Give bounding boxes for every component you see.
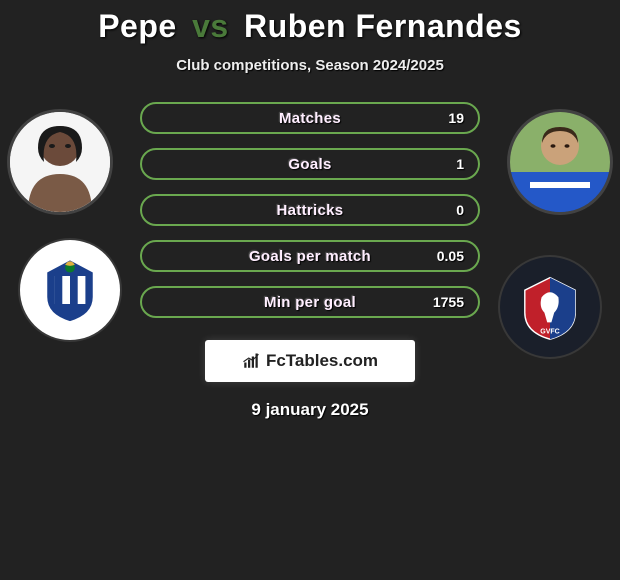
person-icon — [10, 112, 110, 212]
chart-icon — [242, 352, 260, 370]
stat-row-goals: Goals 1 — [140, 148, 480, 180]
stat-value: 19 — [448, 110, 464, 126]
subtitle: Club competitions, Season 2024/2025 — [0, 57, 620, 74]
stat-row-hattricks: Hattricks 0 — [140, 194, 480, 226]
stat-label: Matches — [279, 110, 341, 127]
page-title: Pepe vs Ruben Fernandes — [0, 0, 620, 45]
mid-section: GVFC Matches 19 Goals 1 Hattricks 0 Goal… — [0, 102, 620, 318]
stat-value: 1 — [456, 156, 464, 172]
comparison-card: Pepe vs Ruben Fernandes Club competition… — [0, 0, 620, 580]
stat-label: Goals — [288, 156, 331, 173]
svg-text:GVFC: GVFC — [540, 329, 559, 336]
branding-badge: FcTables.com — [205, 340, 415, 382]
player2-avatar — [510, 112, 610, 212]
title-player2: Ruben Fernandes — [244, 8, 522, 44]
stat-label: Min per goal — [264, 294, 356, 311]
fc-porto-crest-icon — [35, 255, 105, 325]
stat-value: 0.05 — [437, 248, 464, 264]
player1-club-crest — [20, 240, 120, 340]
stat-value: 0 — [456, 202, 464, 218]
stat-label: Hattricks — [277, 202, 344, 219]
date-label: 9 january 2025 — [0, 400, 620, 420]
title-vs: vs — [192, 8, 229, 44]
stat-label: Goals per match — [249, 248, 371, 265]
stats-list: Matches 19 Goals 1 Hattricks 0 Goals per… — [140, 102, 480, 318]
stat-value: 1755 — [433, 294, 464, 310]
title-player1: Pepe — [98, 8, 176, 44]
gil-vicente-crest-icon: GVFC — [515, 272, 585, 342]
player1-avatar — [10, 112, 110, 212]
stat-row-min-per-goal: Min per goal 1755 — [140, 286, 480, 318]
stat-row-matches: Matches 19 — [140, 102, 480, 134]
branding-text: FcTables.com — [266, 351, 378, 371]
person-icon — [510, 112, 610, 212]
stat-row-goals-per-match: Goals per match 0.05 — [140, 240, 480, 272]
player2-club-crest: GVFC — [500, 257, 600, 357]
